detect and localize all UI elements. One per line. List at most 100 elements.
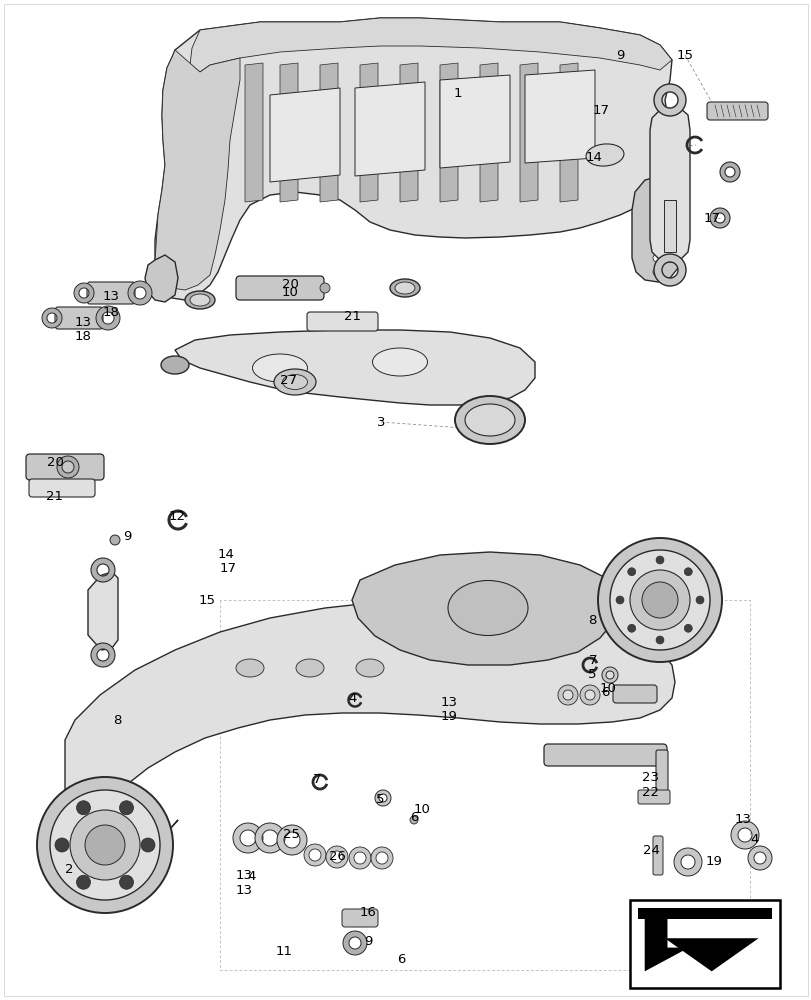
FancyBboxPatch shape (55, 307, 103, 329)
Circle shape (655, 636, 663, 644)
Circle shape (616, 596, 623, 604)
Circle shape (55, 838, 69, 852)
Text: 27: 27 (280, 373, 297, 386)
Bar (637, 908, 771, 919)
Polygon shape (479, 63, 497, 202)
Circle shape (684, 624, 692, 632)
Circle shape (695, 596, 703, 604)
Polygon shape (664, 915, 757, 971)
FancyBboxPatch shape (655, 750, 667, 792)
Text: 26: 26 (328, 850, 345, 863)
Text: 9: 9 (122, 530, 131, 544)
Circle shape (141, 838, 155, 852)
Text: 13: 13 (75, 316, 92, 328)
Polygon shape (190, 18, 672, 72)
Ellipse shape (465, 404, 514, 436)
Text: 7: 7 (312, 773, 321, 786)
Text: 13: 13 (440, 696, 457, 708)
Circle shape (642, 582, 677, 618)
Circle shape (629, 570, 689, 630)
Bar (629, 900, 779, 988)
Circle shape (627, 568, 635, 576)
Text: 24: 24 (642, 844, 659, 857)
Text: 21: 21 (46, 489, 63, 502)
Polygon shape (519, 63, 538, 202)
Text: 4: 4 (247, 870, 256, 883)
Text: 18: 18 (75, 330, 92, 344)
Polygon shape (155, 18, 672, 300)
Polygon shape (351, 552, 620, 665)
Circle shape (627, 624, 635, 632)
Polygon shape (359, 63, 378, 202)
Circle shape (652, 254, 660, 262)
Text: 8: 8 (587, 613, 595, 626)
Ellipse shape (190, 294, 210, 306)
Polygon shape (280, 63, 298, 202)
Polygon shape (320, 63, 337, 202)
Circle shape (85, 825, 125, 865)
Circle shape (76, 875, 90, 889)
Ellipse shape (394, 282, 414, 294)
FancyBboxPatch shape (26, 454, 104, 480)
Text: 5: 5 (375, 793, 384, 806)
Circle shape (320, 283, 329, 293)
Text: 10: 10 (281, 286, 298, 298)
Polygon shape (560, 63, 577, 202)
Polygon shape (644, 919, 688, 971)
Text: 11: 11 (275, 945, 292, 958)
FancyBboxPatch shape (236, 276, 324, 300)
Circle shape (109, 535, 120, 545)
FancyBboxPatch shape (341, 909, 378, 927)
Polygon shape (525, 70, 594, 163)
Text: 19: 19 (705, 855, 722, 868)
FancyBboxPatch shape (307, 312, 378, 331)
Text: 20: 20 (281, 278, 298, 292)
Text: 15: 15 (676, 49, 693, 62)
Circle shape (50, 790, 160, 900)
Text: 13: 13 (235, 884, 252, 897)
Ellipse shape (236, 659, 264, 677)
FancyBboxPatch shape (612, 685, 656, 703)
Polygon shape (175, 330, 534, 405)
Text: 4: 4 (349, 692, 357, 704)
Circle shape (652, 236, 660, 244)
Text: 20: 20 (46, 456, 63, 468)
Text: 3: 3 (376, 416, 384, 428)
Circle shape (655, 556, 663, 564)
Polygon shape (631, 175, 679, 282)
Polygon shape (649, 108, 689, 262)
Text: 5: 5 (587, 668, 595, 682)
FancyBboxPatch shape (29, 479, 95, 497)
Circle shape (119, 801, 133, 815)
Ellipse shape (161, 356, 189, 374)
FancyBboxPatch shape (637, 790, 669, 804)
Circle shape (597, 538, 721, 662)
Polygon shape (354, 82, 424, 176)
Text: 23: 23 (642, 771, 659, 784)
Text: 17: 17 (592, 104, 609, 117)
Polygon shape (245, 63, 263, 202)
Text: 6: 6 (397, 953, 405, 966)
Text: 21: 21 (344, 310, 361, 324)
Text: 13: 13 (102, 290, 119, 304)
Text: 18: 18 (102, 306, 119, 318)
Text: 1: 1 (453, 87, 461, 100)
Circle shape (684, 568, 692, 576)
Ellipse shape (389, 279, 419, 297)
Text: 22: 22 (642, 786, 659, 799)
Text: 14: 14 (585, 151, 602, 164)
Text: 25: 25 (283, 828, 300, 841)
Circle shape (119, 875, 133, 889)
Ellipse shape (282, 374, 307, 389)
Text: 7: 7 (588, 654, 597, 666)
Text: 13: 13 (235, 869, 252, 882)
Circle shape (76, 801, 90, 815)
Text: 17: 17 (702, 212, 719, 225)
Circle shape (609, 550, 709, 650)
Polygon shape (88, 572, 118, 650)
Ellipse shape (372, 348, 427, 376)
Circle shape (652, 216, 660, 224)
Polygon shape (440, 63, 457, 202)
Polygon shape (65, 600, 674, 866)
Text: 6: 6 (410, 811, 418, 824)
